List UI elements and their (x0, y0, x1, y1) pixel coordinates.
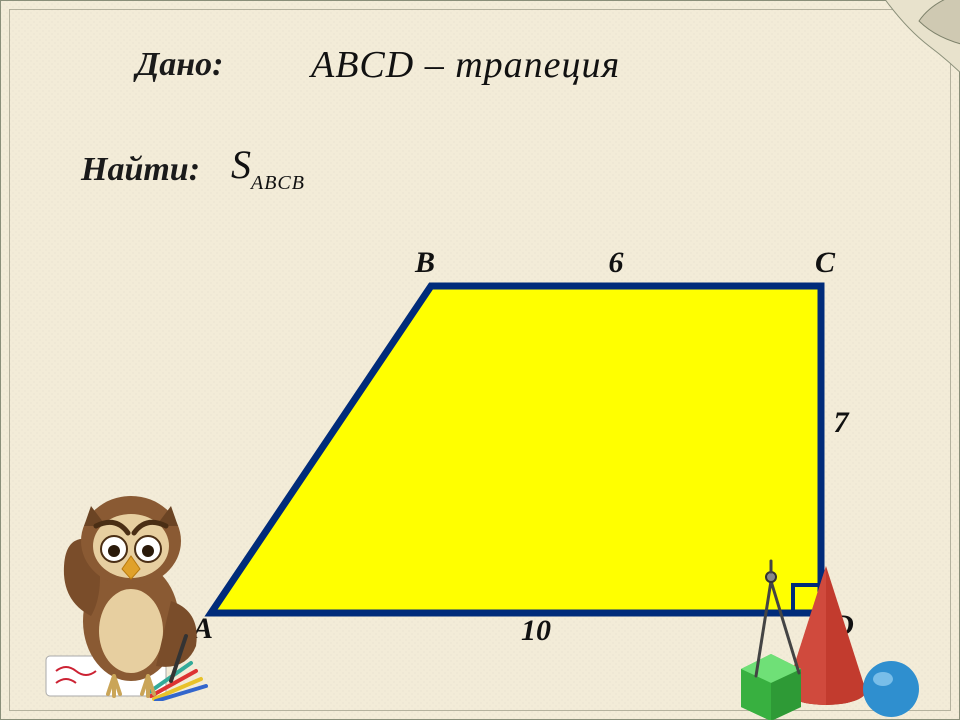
dimension-bc: 6 (609, 246, 624, 280)
vertex-label-b: В (415, 246, 435, 280)
dimension-ad: 10 (521, 614, 551, 648)
geometry-props-icon (721, 541, 941, 720)
owl-character-icon (36, 471, 226, 701)
vertex-label-c: С (815, 246, 835, 280)
slide-canvas: Дано: ABCD – трапеция Найти: SABCB А В С… (0, 0, 960, 720)
dimension-cd: 7 (834, 406, 849, 440)
